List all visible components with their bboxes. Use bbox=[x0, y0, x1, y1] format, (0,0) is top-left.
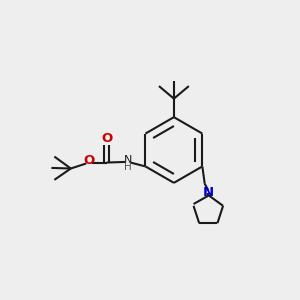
Text: N: N bbox=[124, 155, 132, 165]
Text: N: N bbox=[203, 186, 214, 199]
Text: O: O bbox=[101, 133, 112, 146]
Text: H: H bbox=[124, 162, 132, 172]
Text: O: O bbox=[84, 154, 95, 167]
